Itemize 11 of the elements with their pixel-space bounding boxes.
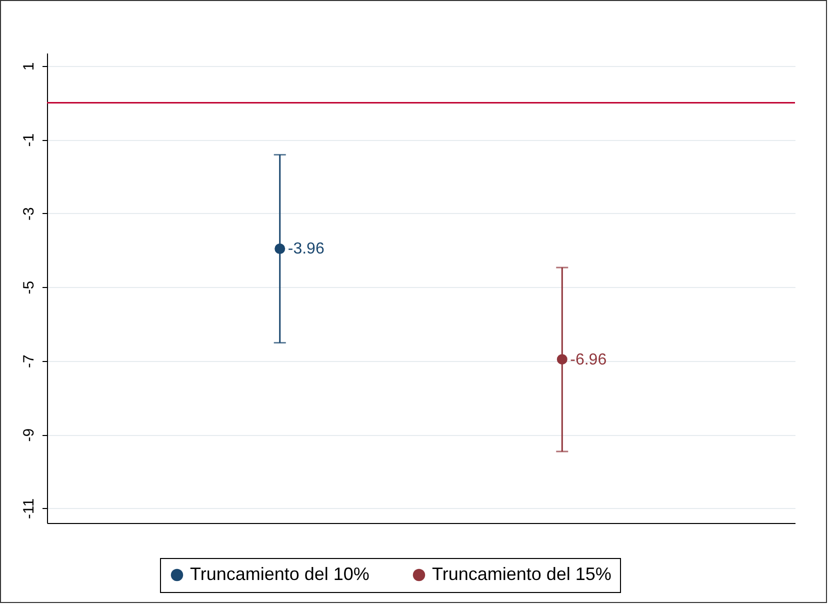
y-tick-label: -9	[20, 428, 38, 442]
data-label: -3.96	[288, 240, 324, 258]
y-tick-label: -11	[20, 498, 38, 520]
y-tick-label: -3	[20, 207, 38, 221]
y-tick-label: 1	[20, 62, 38, 71]
legend-label: Truncamiento del 15%	[432, 564, 612, 584]
data-label: -6.96	[570, 351, 607, 368]
legend-label: Truncamiento del 10%	[190, 564, 370, 584]
y-tick-label: -5	[20, 280, 38, 294]
y-tick-label: -1	[20, 133, 38, 147]
y-tick-label: -7	[20, 354, 38, 368]
